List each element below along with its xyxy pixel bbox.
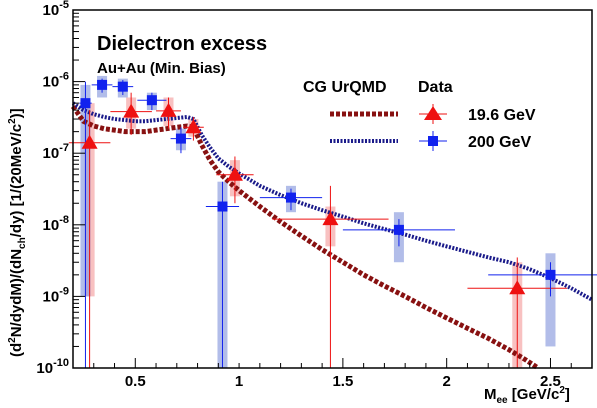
legend-entry-19-6: 19.6 GeV: [468, 107, 536, 124]
data-point-19-6: [509, 280, 526, 295]
legend: CG UrQMD Data 19.6 GeV 200 GeV: [303, 79, 536, 151]
data-point-19-6: [123, 103, 140, 118]
data-point-19-6: [160, 102, 177, 117]
data-point-19-6: [322, 211, 339, 226]
x-tick-label: 2: [443, 373, 451, 390]
x-tick-label: 2.5: [540, 373, 561, 390]
data-point-200: [285, 192, 296, 203]
x-axis-label: Mee [GeV/c2]: [484, 385, 570, 406]
data-point-200: [97, 79, 108, 90]
y-tick-label: 10-9: [43, 285, 69, 305]
data-point-200: [146, 95, 157, 106]
model-curve-200: [71, 101, 593, 302]
plot-frame: [72, 9, 593, 369]
model-curve-19-6: [70, 104, 540, 371]
legend-square-marker: [428, 136, 438, 146]
y-tick-label: 10-8: [43, 214, 69, 234]
legend-data-header: Data: [418, 79, 453, 96]
y-axis-ticks: 10-10 10-9 10-8 10-7 10-6 10-5: [36, 0, 85, 377]
data-point-200: [545, 269, 556, 280]
x-tick-label: 1: [235, 373, 243, 390]
data-point-200: [175, 133, 186, 144]
y-tick-label: 10-5: [43, 0, 69, 19]
legend-triangle-marker: [424, 106, 442, 120]
y-tick-label: 10-10: [36, 357, 69, 377]
y-tick-label: 10-7: [43, 142, 69, 162]
data-point-19-6: [81, 134, 98, 149]
model-curves: [70, 101, 593, 371]
data-point-200: [117, 81, 128, 92]
data-point-200: [393, 224, 404, 235]
x-axis-ticks: 0.5 1 1.5 2 2.5: [72, 358, 593, 390]
data-point-19-6: [226, 166, 243, 181]
data-point-200: [80, 98, 91, 109]
y-tick-label: 10-6: [43, 71, 69, 91]
systematic-box: [545, 253, 556, 347]
data-point-200: [217, 201, 228, 212]
x-tick-label: 0.5: [125, 373, 146, 390]
y-axis-label: (d2N/dydM)/(dNch/dy) [1/(20MeV/c2)]: [7, 108, 28, 357]
chart-subtitle: Au+Au (Min. Bias): [97, 60, 226, 77]
legend-model-header: CG UrQMD: [303, 79, 387, 96]
chart-title: Dielectron excess: [97, 33, 267, 55]
data-markers: [80, 79, 556, 295]
legend-entry-200: 200 GeV: [468, 134, 531, 151]
x-tick-label: 1.5: [332, 373, 353, 390]
data-point-19-6: [185, 119, 202, 134]
